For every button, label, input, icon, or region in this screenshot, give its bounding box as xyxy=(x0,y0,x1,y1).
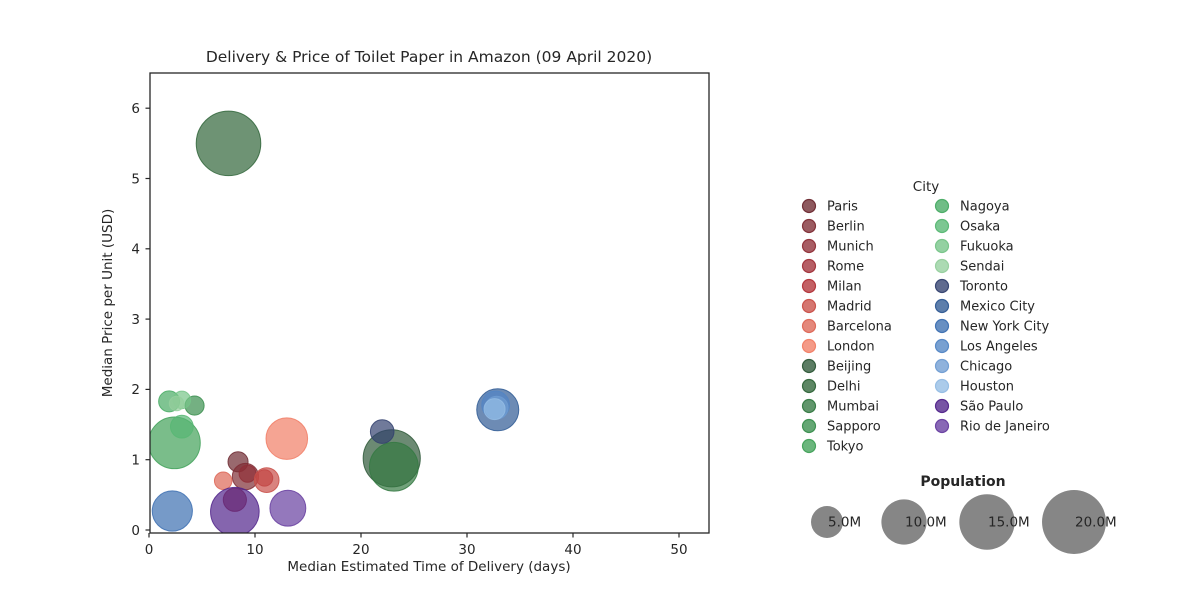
legend-label-s-o-paulo: São Paulo xyxy=(960,400,1023,415)
x-axis: 0 10 20 30 40 50 xyxy=(145,533,688,558)
bubble-madrid xyxy=(253,467,280,493)
legend-swatch-s-o-paulo xyxy=(934,398,950,414)
bubble-delhi xyxy=(195,110,262,177)
y-tick-label: 5 xyxy=(131,171,140,187)
population-label-10.0M: 10.0M xyxy=(905,515,947,531)
legend-label-madrid: Madrid xyxy=(827,300,872,315)
legend-label-sapporo: Sapporo xyxy=(827,420,881,435)
y-tick-label: 6 xyxy=(131,101,140,117)
population-swatch-20.0M xyxy=(1042,490,1106,554)
chart-title: Delivery & Price of Toilet Paper in Amaz… xyxy=(206,48,652,66)
bubble-toronto xyxy=(369,419,395,444)
legend-swatch-milan xyxy=(801,278,817,294)
bubble-osaka xyxy=(169,414,194,439)
legend-label-berlin: Berlin xyxy=(827,220,865,235)
legend-swatch-mexico-city xyxy=(934,298,950,314)
x-tick-label: 30 xyxy=(458,542,475,558)
legend-label-london: London xyxy=(827,340,875,355)
bubble-london xyxy=(265,417,309,460)
legend-swatch-mumbai xyxy=(801,398,817,414)
city-legend: Paris Berlin Munich Rome Milan Madrid Barcelon… xyxy=(801,198,1050,455)
legend-swatch-tokyo xyxy=(801,438,817,454)
legend-swatch-toronto xyxy=(934,278,950,294)
legend-swatch-osaka xyxy=(934,218,950,234)
legend-label-rio-de-janeiro: Rio de Janeiro xyxy=(960,420,1050,435)
bubble-new-york-city xyxy=(151,490,193,532)
legend-label-rome: Rome xyxy=(827,260,864,275)
legend-swatch-chicago xyxy=(934,358,950,374)
bubble-munich xyxy=(238,464,257,483)
legend-swatch-beijing xyxy=(801,358,817,374)
legend-label-chicago: Chicago xyxy=(960,360,1012,375)
x-tick-label: 10 xyxy=(246,542,263,558)
x-tick-label: 0 xyxy=(145,542,154,558)
legend-swatch-berlin xyxy=(801,218,817,234)
population-swatch-10.0M xyxy=(881,499,927,545)
legend-label-new-york-city: New York City xyxy=(960,320,1049,335)
bubble-s-o-paulo xyxy=(210,486,260,533)
bubble-houston xyxy=(483,398,506,421)
y-tick-label: 3 xyxy=(131,312,140,328)
legend-label-nagoya: Nagoya xyxy=(960,200,1010,215)
legend-label-fukuoka: Fukuoka xyxy=(960,240,1014,255)
legend-label-toronto: Toronto xyxy=(959,280,1008,295)
legend-swatch-sapporo xyxy=(801,418,817,434)
legend-label-beijing: Beijing xyxy=(827,360,871,375)
population-swatch-15.0M xyxy=(959,494,1015,550)
population-label-20.0M: 20.0M xyxy=(1075,515,1117,531)
bubble-rio-de-janeiro xyxy=(269,489,307,527)
legend-swatch-madrid xyxy=(801,298,817,314)
legend-swatch-delhi xyxy=(801,378,817,394)
legend-label-paris: Paris xyxy=(827,200,858,215)
population-legend-title: Population xyxy=(920,474,1005,490)
x-tick-label: 40 xyxy=(564,542,581,558)
legend-swatch-nagoya xyxy=(934,198,950,214)
legend-swatch-rome xyxy=(801,258,817,274)
plot-area-border xyxy=(149,72,710,534)
bubble-sendai xyxy=(168,395,185,412)
population-label-15.0M: 15.0M xyxy=(988,515,1030,531)
population-label-5.0M: 5.0M xyxy=(828,515,861,531)
legend-label-los-angeles: Los Angeles xyxy=(960,340,1038,355)
legend-label-houston: Houston xyxy=(960,380,1014,395)
x-tick-label: 20 xyxy=(352,542,369,558)
legend-swatch-rio-de-janeiro xyxy=(934,418,950,434)
legend-swatch-sendai xyxy=(934,258,950,274)
legend-label-osaka: Osaka xyxy=(960,220,1000,235)
legend-swatch-los-angeles xyxy=(934,338,950,354)
legend-swatch-london xyxy=(801,338,817,354)
legend-label-mumbai: Mumbai xyxy=(827,400,879,415)
legend-swatch-houston xyxy=(934,378,950,394)
x-tick-label: 50 xyxy=(670,542,687,558)
y-tick-label: 1 xyxy=(131,453,140,469)
legend-label-tokyo: Tokyo xyxy=(826,440,863,455)
y-tick-label: 4 xyxy=(131,242,140,258)
population-swatch-5.0M xyxy=(811,506,843,538)
legend-swatch-fukuoka xyxy=(934,238,950,254)
legend-label-milan: Milan xyxy=(827,280,862,295)
bubble-mumbai xyxy=(368,441,419,492)
legend-label-sendai: Sendai xyxy=(960,260,1004,275)
legend-label-barcelona: Barcelona xyxy=(827,320,892,335)
legend-swatch-munich xyxy=(801,238,817,254)
y-tick-label: 2 xyxy=(131,382,140,398)
y-axis-label: Median Price per Unit (USD) xyxy=(100,209,116,398)
data-bubbles xyxy=(150,110,520,533)
legend-label-munich: Munich xyxy=(827,240,874,255)
bubble-barcelona xyxy=(213,471,233,491)
y-axis: 0 1 2 3 4 5 6 xyxy=(131,101,150,539)
legend-swatch-barcelona xyxy=(801,318,817,334)
legend-label-delhi: Delhi xyxy=(827,380,860,395)
city-legend-title: City xyxy=(913,179,939,195)
x-axis-label: Median Estimated Time of Delivery (days) xyxy=(287,559,570,575)
legend-label-mexico-city: Mexico City xyxy=(960,300,1035,315)
legend-swatch-paris xyxy=(801,198,817,214)
population-legend: 5.0M 10.0M 15.0M 20.0M xyxy=(811,490,1117,554)
y-tick-label: 0 xyxy=(131,523,140,539)
legend-swatch-new-york-city xyxy=(934,318,950,334)
